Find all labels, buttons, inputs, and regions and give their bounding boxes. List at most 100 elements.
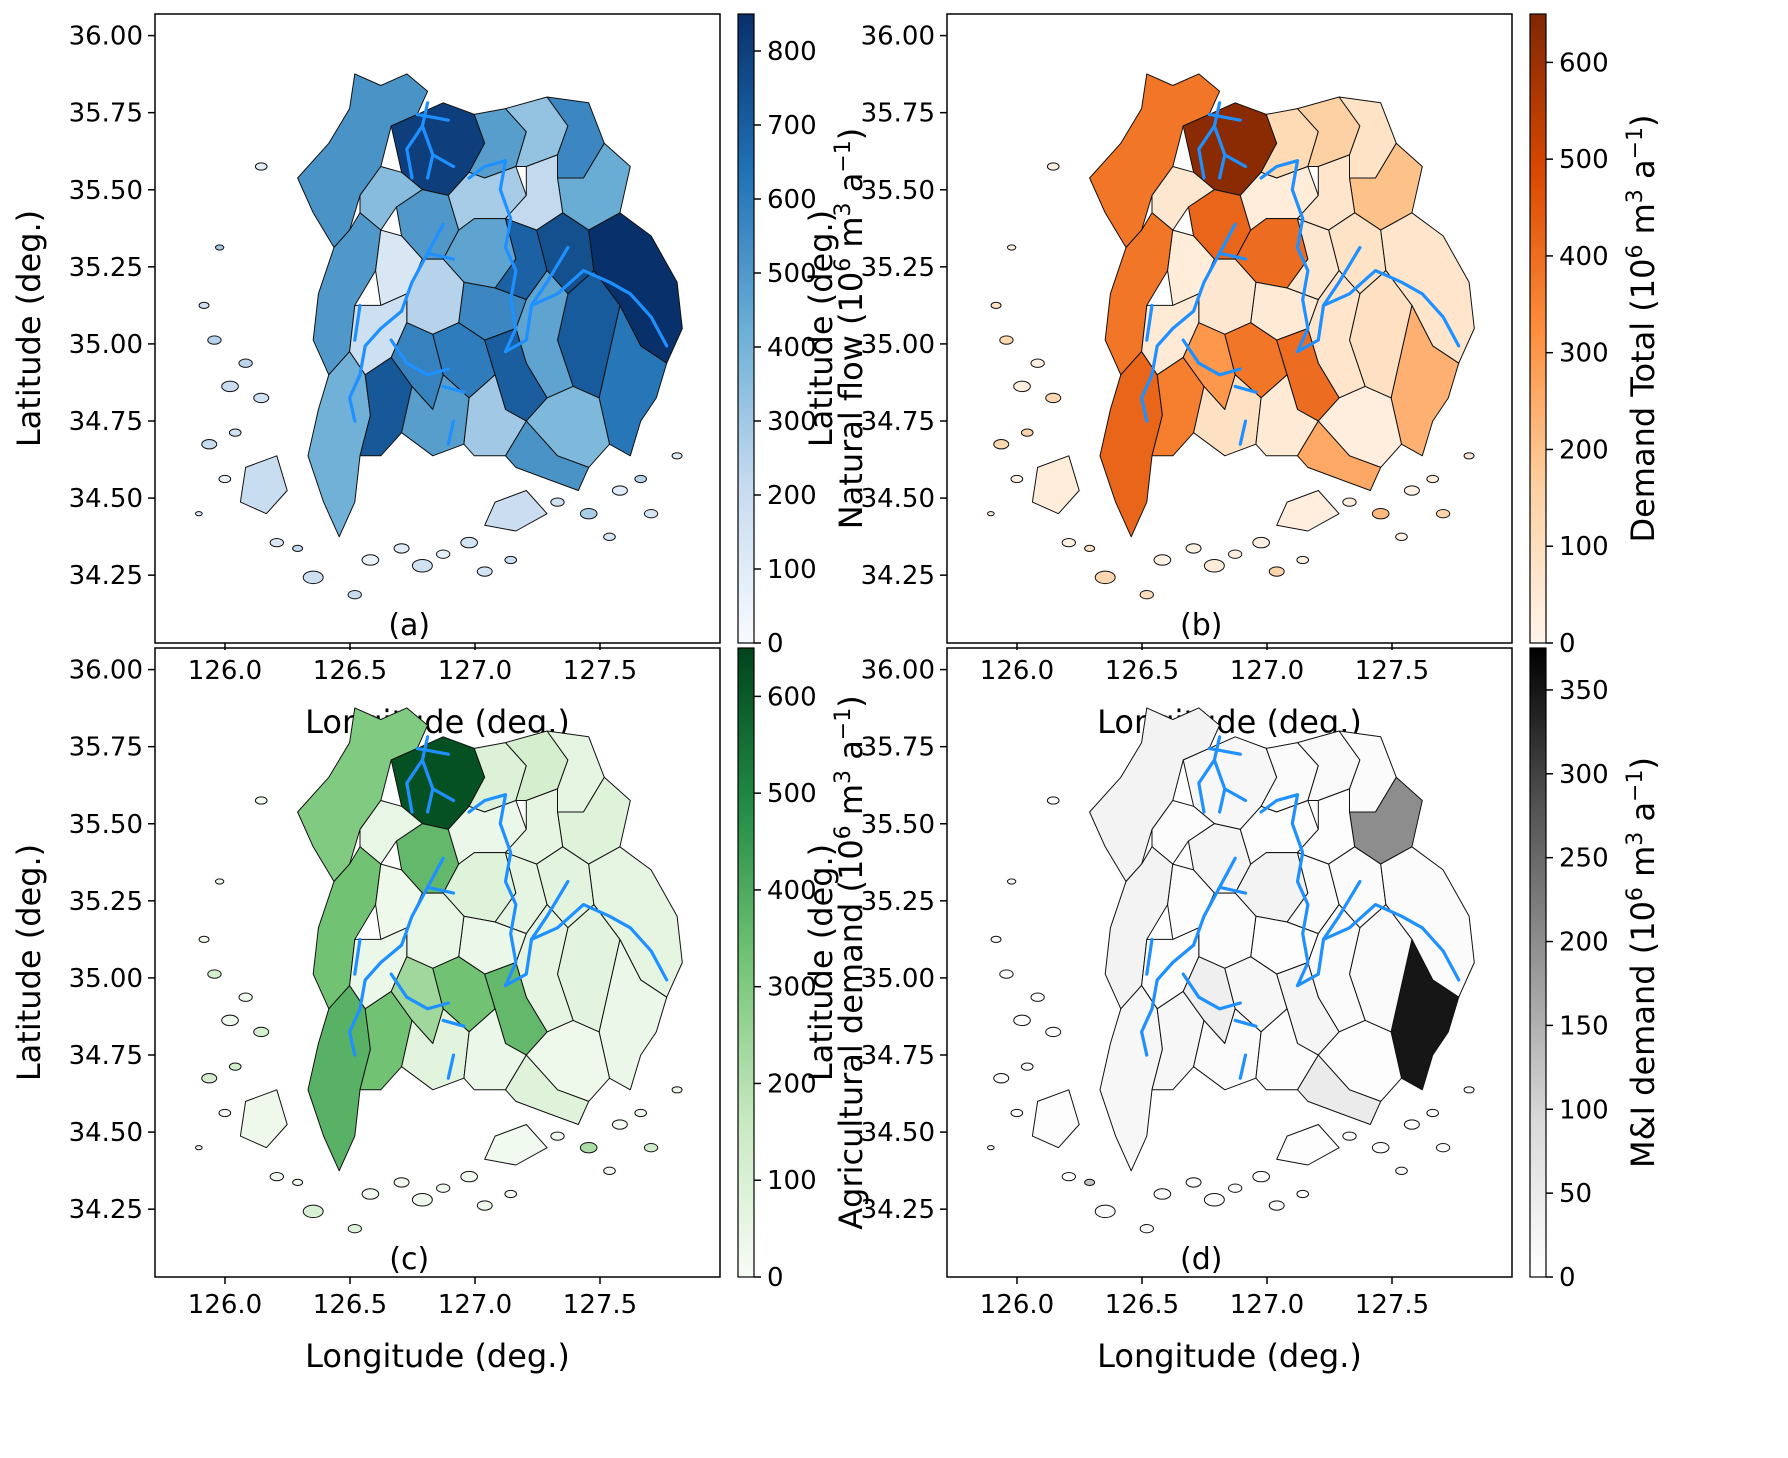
river <box>353 937 362 976</box>
colorbar-tick-label: 600 <box>767 185 817 215</box>
y-axis-label: Latitude (deg.) <box>802 210 840 447</box>
river <box>1321 269 1461 348</box>
colorbar-tick-label: 600 <box>767 682 817 712</box>
island <box>1371 507 1390 520</box>
island <box>1203 1193 1225 1207</box>
colorbar-tick-label: 50 <box>1559 1179 1592 1209</box>
river <box>415 112 450 122</box>
x-tick-label: 126.5 <box>1105 656 1179 686</box>
island <box>201 439 218 450</box>
river <box>1192 856 1237 947</box>
colorbar-tick-label: 100 <box>1559 532 1609 562</box>
colorbar-tick-label: 700 <box>767 111 817 141</box>
y-tick-label: 34.75 <box>861 1041 935 1071</box>
colorbar-tick-label: 200 <box>1559 435 1609 465</box>
island <box>1296 555 1310 565</box>
island <box>347 590 362 600</box>
basin <box>239 455 288 515</box>
river <box>498 159 518 354</box>
island <box>993 439 1010 450</box>
island <box>198 301 210 309</box>
island <box>253 392 270 404</box>
island <box>987 511 995 517</box>
island <box>1006 878 1017 885</box>
basin <box>1099 985 1163 1172</box>
island <box>1268 1200 1285 1211</box>
colorbar-tick-label: 350 <box>1559 676 1609 706</box>
island <box>1139 1224 1154 1234</box>
island <box>1252 1170 1270 1183</box>
colorbar-tick-label: 600 <box>1559 48 1609 78</box>
island <box>1094 1204 1116 1219</box>
x-tick-label: 126.0 <box>188 1290 262 1320</box>
river <box>1192 222 1237 313</box>
river <box>389 338 450 377</box>
island <box>347 1224 362 1234</box>
colorbar-label: Natural flow (106 m3 a−1) <box>831 128 870 530</box>
map <box>195 707 683 1234</box>
river <box>441 1018 466 1028</box>
colorbar <box>737 647 755 1278</box>
island <box>393 543 410 554</box>
island <box>228 1062 242 1071</box>
y-tick-label: 34.50 <box>861 484 935 514</box>
x-axis-label: Longitude (deg.) <box>305 703 570 741</box>
colorbar-tick-label: 500 <box>767 779 817 809</box>
river <box>1218 251 1248 261</box>
y-axis-label: Latitude (deg.) <box>802 844 840 1081</box>
y-tick-label: 35.75 <box>69 99 143 129</box>
y-tick-label: 34.50 <box>69 1118 143 1148</box>
island <box>603 532 616 541</box>
island <box>1061 1171 1076 1182</box>
y-tick-label: 36.00 <box>69 22 143 52</box>
y-tick-label: 35.25 <box>861 887 935 917</box>
colorbar-tick-label: 200 <box>767 1069 817 1099</box>
island <box>361 554 380 566</box>
colorbar-tick-label: 300 <box>767 407 817 437</box>
island <box>1426 1108 1439 1118</box>
island <box>1084 1178 1096 1187</box>
colorbar-tick-label: 300 <box>1559 760 1609 790</box>
y-tick-label: 35.75 <box>861 733 935 763</box>
river <box>1223 787 1248 803</box>
island <box>603 1166 616 1175</box>
island <box>1013 1014 1031 1027</box>
river <box>1140 943 1196 1057</box>
panel-label: (d) <box>1180 1242 1222 1277</box>
colorbar-tick-label: 0 <box>1559 1263 1576 1293</box>
river <box>1145 937 1154 976</box>
island <box>1020 1062 1034 1071</box>
island <box>1371 1141 1390 1154</box>
island <box>195 511 203 517</box>
island <box>504 1189 518 1199</box>
x-tick-label: 127.0 <box>1230 1290 1304 1320</box>
x-tick-label: 127.5 <box>563 656 637 686</box>
island <box>214 244 225 251</box>
y-tick-label: 35.50 <box>69 176 143 206</box>
axes-frame <box>154 647 721 1278</box>
y-tick-label: 35.00 <box>861 964 935 994</box>
island <box>238 358 253 368</box>
panel-c: (c) 126.0 126.5 127.0 127.5 34.25 34.50 34.75 35… <box>10 647 870 1375</box>
island <box>1094 570 1116 585</box>
river <box>1218 885 1248 895</box>
y-tick-label: 35.75 <box>861 99 935 129</box>
island <box>1227 1183 1243 1193</box>
x-tick-label: 126.5 <box>1105 1290 1179 1320</box>
river <box>431 787 456 803</box>
panel-label: (b) <box>1180 608 1222 643</box>
river <box>1290 159 1310 354</box>
x-tick-label: 127.5 <box>1355 656 1429 686</box>
island <box>1403 485 1420 496</box>
river <box>1259 159 1300 180</box>
x-tick-label: 126.5 <box>313 1290 387 1320</box>
island <box>611 1119 628 1130</box>
x-tick-label: 126.0 <box>188 656 262 686</box>
map <box>987 707 1475 1234</box>
island <box>1010 474 1024 484</box>
island <box>1013 380 1031 393</box>
island <box>254 796 268 805</box>
river <box>353 303 362 342</box>
island <box>550 497 565 507</box>
river <box>498 793 518 988</box>
